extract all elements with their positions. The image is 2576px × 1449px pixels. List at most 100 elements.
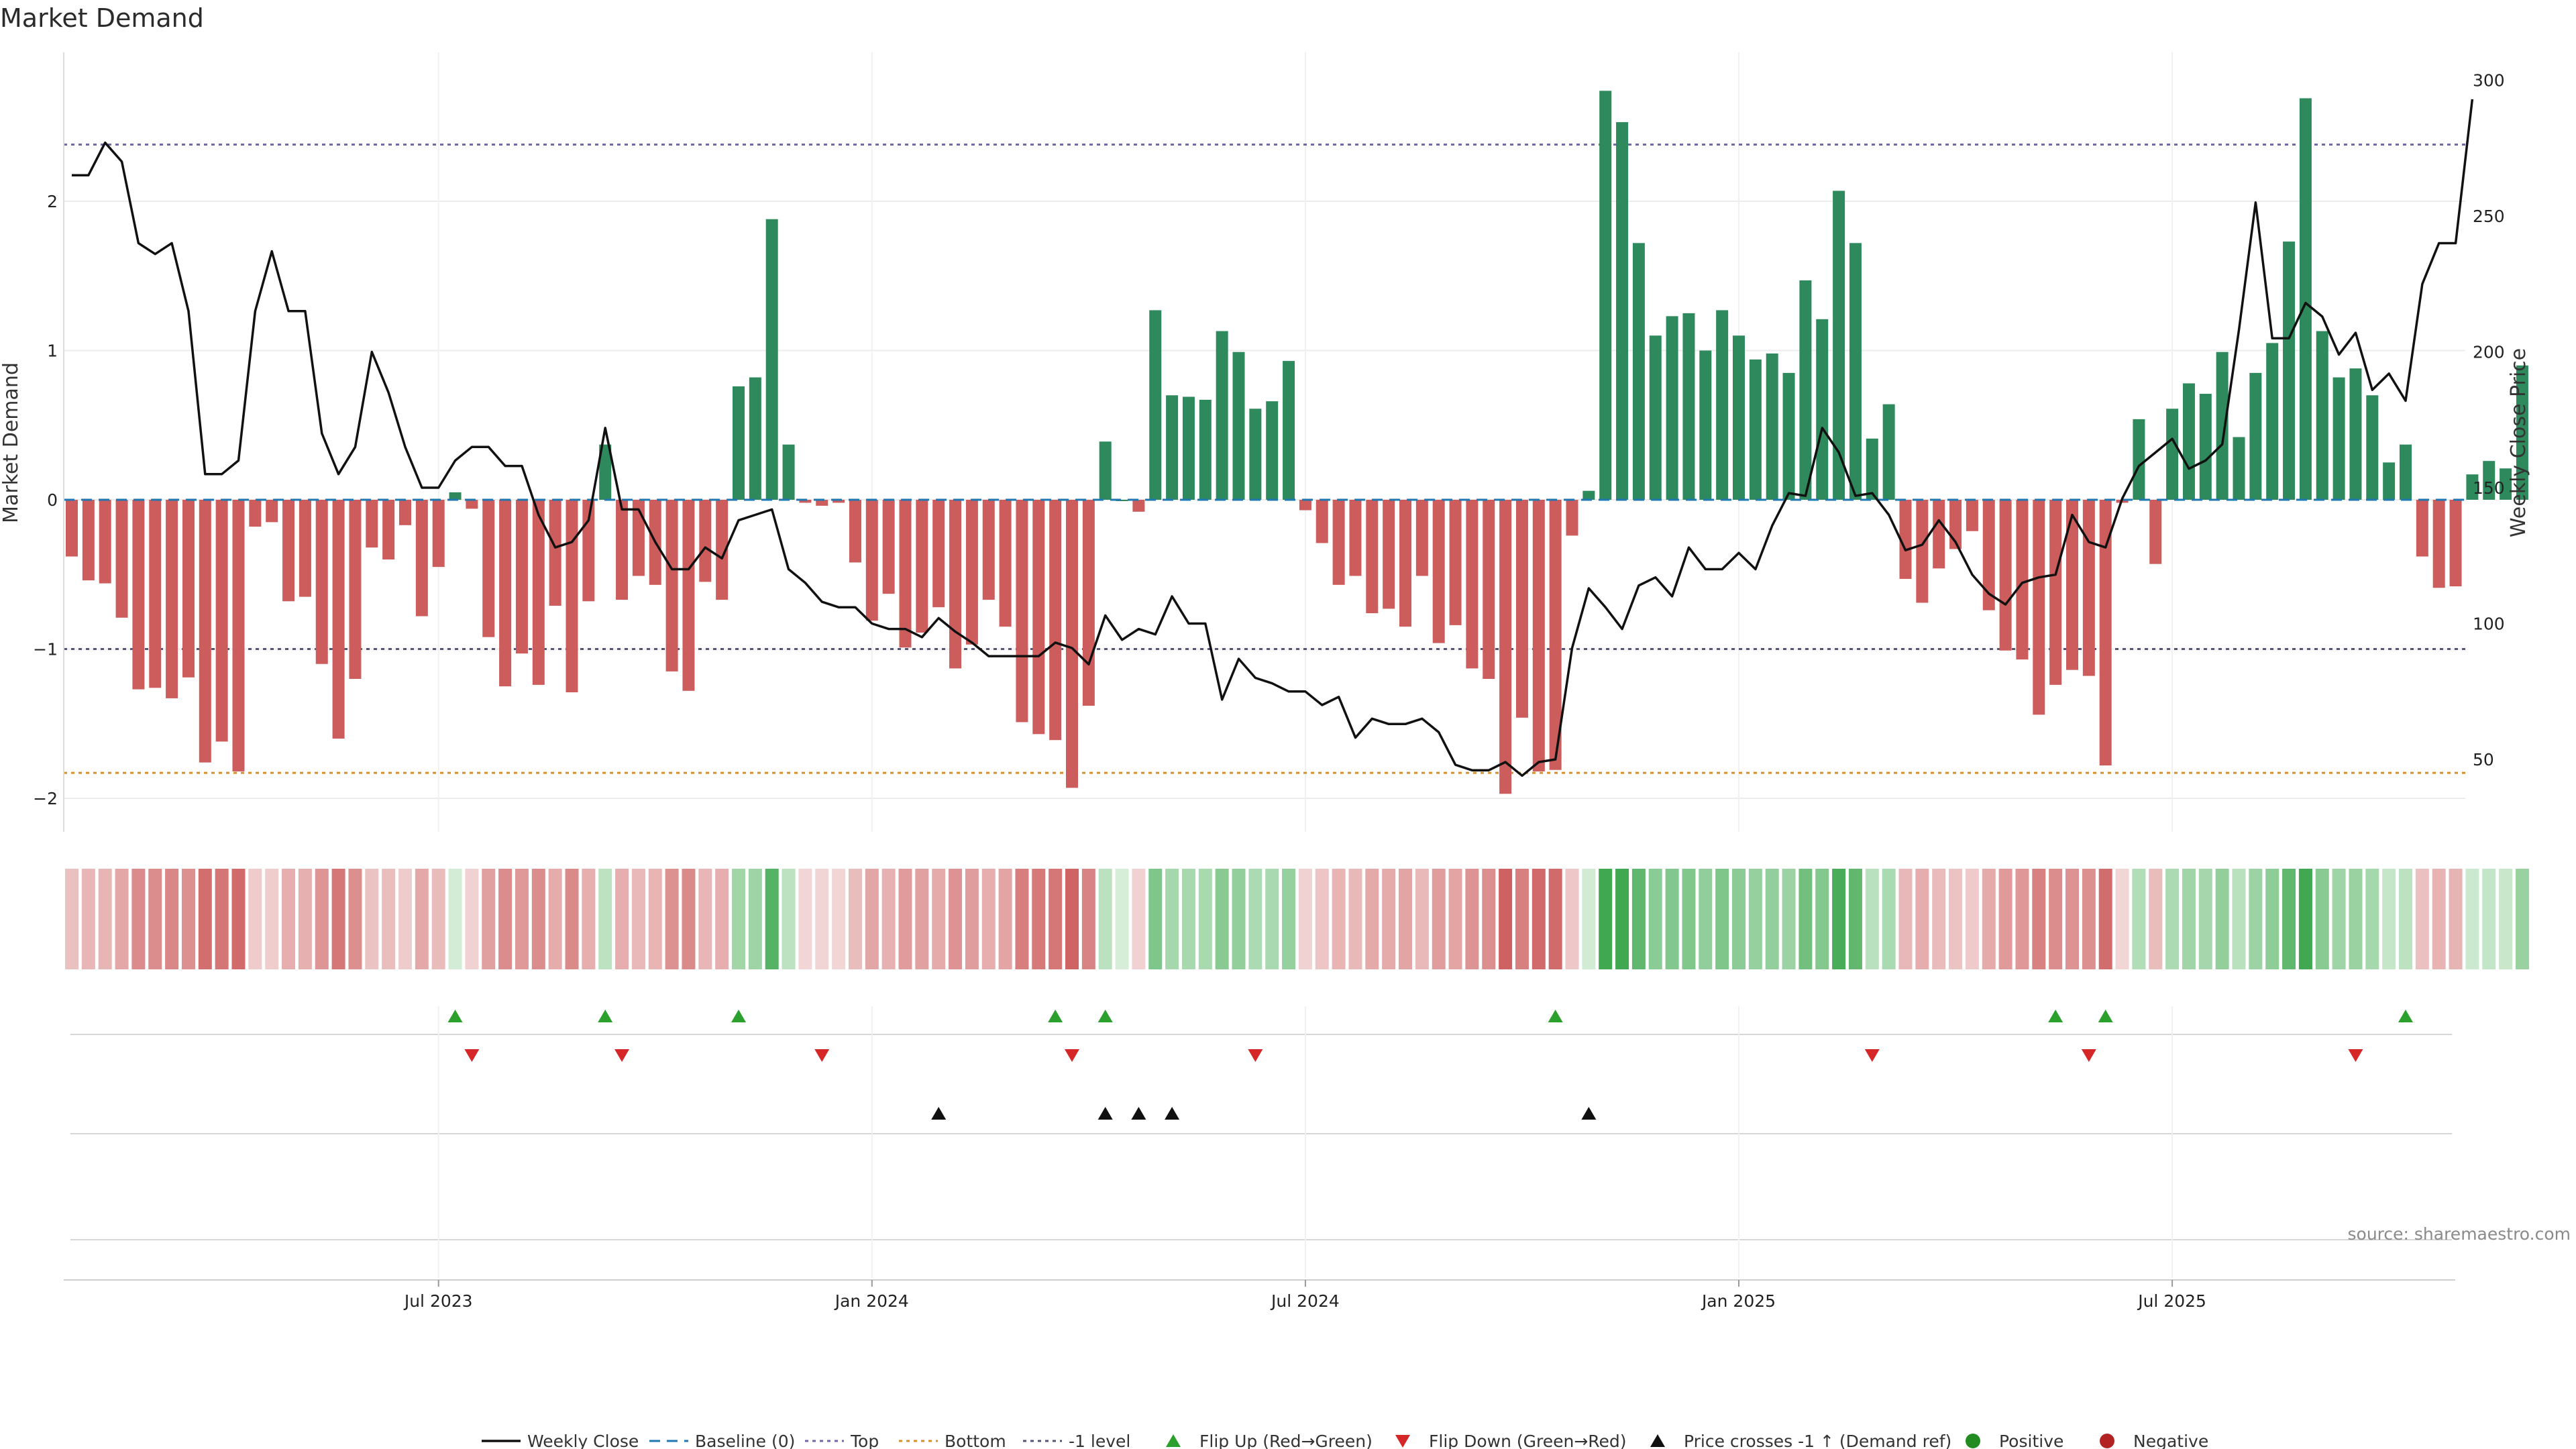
demand-bar bbox=[1766, 353, 1778, 500]
demand-bar bbox=[282, 500, 295, 602]
demand-bar bbox=[1833, 191, 1845, 500]
heat-cell bbox=[1399, 869, 1412, 969]
demand-bar bbox=[232, 500, 245, 771]
heat-cell bbox=[1215, 869, 1229, 969]
heat-cell bbox=[1631, 869, 1646, 969]
price-cross-marker bbox=[931, 1107, 947, 1120]
heat-cell bbox=[1682, 869, 1696, 969]
demand-bar bbox=[132, 500, 145, 690]
price-cross-marker bbox=[1581, 1107, 1597, 1120]
demand-bar bbox=[1549, 500, 1562, 770]
heat-cell bbox=[2499, 869, 2513, 969]
heat-cell bbox=[365, 869, 379, 969]
demand-bar bbox=[1682, 313, 1695, 500]
heat-cell bbox=[465, 869, 479, 969]
flip-up-marker bbox=[1048, 1010, 1063, 1022]
flip-up-marker bbox=[1097, 1010, 1113, 1022]
flip-up-marker bbox=[2398, 1010, 2413, 1022]
heat-cell bbox=[1298, 869, 1312, 969]
heat-cell bbox=[1382, 869, 1396, 969]
heat-cell bbox=[131, 869, 146, 969]
demand-bar bbox=[266, 500, 278, 523]
demand-bar bbox=[2216, 352, 2229, 500]
heat-cell bbox=[315, 869, 329, 969]
heat-cell bbox=[1532, 869, 1546, 969]
heat-cell bbox=[181, 869, 195, 969]
demand-bar bbox=[2466, 474, 2479, 500]
heat-cell bbox=[398, 869, 412, 969]
flip-down-marker bbox=[1864, 1049, 1880, 1062]
heat-cell bbox=[732, 869, 745, 969]
y2-tick-label: 200 bbox=[2473, 343, 2505, 362]
demand-bar bbox=[1199, 399, 1212, 500]
heat-cell bbox=[1032, 869, 1046, 969]
heat-cell bbox=[698, 869, 712, 969]
demand-bar bbox=[349, 500, 362, 679]
demand-bar bbox=[149, 500, 162, 688]
demand-bar bbox=[2149, 500, 2162, 564]
demand-bar bbox=[1982, 500, 1995, 610]
heat-cell bbox=[2082, 869, 2096, 969]
demand-bar bbox=[882, 500, 895, 594]
heat-cell bbox=[265, 869, 279, 969]
demand-bar bbox=[2099, 500, 2112, 766]
demand-bar bbox=[315, 500, 328, 664]
flip-up-marker bbox=[731, 1010, 746, 1022]
x-tick-label: Jul 2024 bbox=[1270, 1291, 1340, 1311]
heat-cell bbox=[1232, 869, 1246, 969]
flip-down-marker bbox=[1248, 1049, 1263, 1062]
heat-cell bbox=[2298, 869, 2312, 969]
flip-up-marker bbox=[1548, 1010, 1563, 1022]
demand-bar bbox=[1066, 500, 1078, 788]
demand-bar bbox=[1316, 500, 1328, 543]
demand-bar bbox=[1699, 350, 1712, 500]
demand-bar bbox=[1032, 500, 1045, 735]
heat-cell bbox=[1448, 869, 1462, 969]
demand-bar bbox=[916, 500, 928, 633]
demand-bar bbox=[2416, 500, 2428, 557]
demand-bar bbox=[515, 500, 528, 654]
heat-cell bbox=[2249, 869, 2263, 969]
legend-label: Flip Up (Red→Green) bbox=[1199, 1432, 1373, 1449]
heat-cell bbox=[1499, 869, 1513, 969]
legend-marker-dot bbox=[1966, 1434, 1980, 1448]
heat-cell bbox=[865, 869, 879, 969]
heat-cell bbox=[1081, 869, 1095, 969]
legend-label: Top bbox=[850, 1432, 879, 1449]
demand-bar bbox=[1432, 500, 1445, 643]
heat-cell bbox=[881, 869, 896, 969]
flip-up-marker bbox=[2048, 1010, 2063, 1022]
demand-bar bbox=[899, 500, 912, 648]
demand-bar bbox=[1182, 396, 1195, 500]
heat-cell bbox=[1365, 869, 1379, 969]
heat-cell bbox=[2332, 869, 2346, 969]
heat-cell bbox=[1515, 869, 1529, 969]
demand-bar bbox=[1049, 500, 1062, 741]
demand-bar bbox=[1849, 243, 1862, 500]
legend-label: Flip Down (Green→Red) bbox=[1429, 1432, 1627, 1449]
weekly-close-line bbox=[72, 99, 2474, 777]
heat-cell bbox=[1848, 869, 1862, 969]
demand-bar bbox=[182, 500, 195, 678]
demand-bar bbox=[782, 444, 795, 500]
heat-cell bbox=[1699, 869, 1713, 969]
heat-cell bbox=[832, 869, 846, 969]
demand-bar bbox=[599, 444, 612, 500]
heat-cell bbox=[2382, 869, 2396, 969]
demand-bar bbox=[1515, 500, 1528, 718]
heat-cell bbox=[1315, 869, 1329, 969]
heat-cell bbox=[1799, 869, 1813, 969]
y-tick-label: 0 bbox=[47, 490, 58, 510]
heat-cell bbox=[1482, 869, 1496, 969]
heat-cell bbox=[215, 869, 229, 969]
demand-bar bbox=[449, 492, 462, 500]
heat-cell bbox=[932, 869, 946, 969]
y-axis-label: Market Demand bbox=[0, 362, 23, 523]
legend-label: Positive bbox=[1999, 1432, 2063, 1449]
heat-cell bbox=[915, 869, 929, 969]
heat-cell bbox=[1432, 869, 1446, 969]
heat-cell bbox=[482, 869, 496, 969]
heat-cell bbox=[1282, 869, 1296, 969]
heat-cell bbox=[1882, 869, 1896, 969]
heat-cell bbox=[2415, 869, 2429, 969]
